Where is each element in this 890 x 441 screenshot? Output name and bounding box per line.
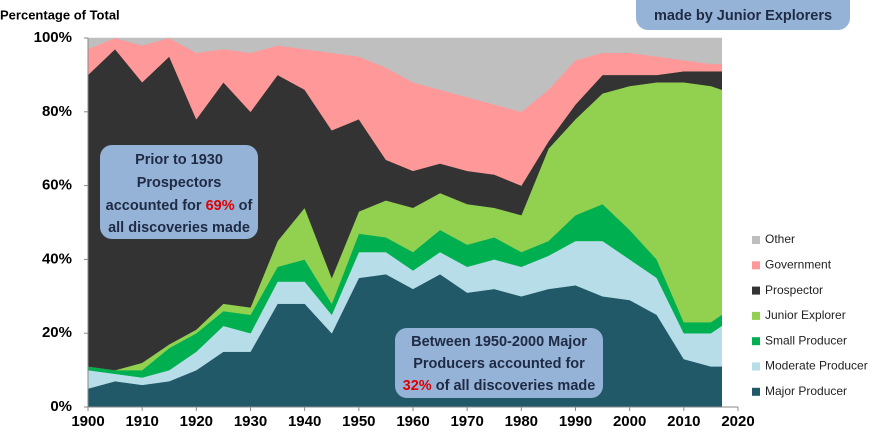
x-tick-label: 1970 — [450, 413, 483, 430]
x-tick-label: 2000 — [613, 413, 646, 430]
y-tick-label: 80% — [42, 103, 72, 120]
x-tick-label: 2020 — [721, 413, 754, 430]
legend-swatch — [752, 286, 760, 295]
legend-swatch — [752, 236, 760, 244]
text: made by Junior Explorers — [654, 8, 832, 24]
annotation-line: Prospectors — [137, 175, 222, 191]
box — [636, 0, 850, 30]
highlight: 69% — [206, 198, 235, 214]
x-tick-label: 1930 — [234, 413, 267, 430]
legend-label: Moderate Producer — [765, 359, 868, 373]
y-tick-label: 0% — [50, 398, 72, 415]
legend-label: Other — [765, 232, 795, 246]
x-tick-label: 2010 — [667, 413, 700, 430]
annotation-line: Producers accounted for — [413, 356, 585, 372]
text: all discoveries made — [108, 220, 250, 236]
legend: Major Producer Moderate Producer Small Pro… — [752, 232, 868, 398]
legend-label: Small Producer — [765, 333, 847, 347]
annotation-line: all discoveries made — [108, 220, 250, 236]
annotation-box: Between 1950-2000 Major Producers accoun… — [395, 328, 603, 398]
x-tick-label: 1940 — [288, 413, 321, 430]
legend-label: Government — [765, 257, 832, 271]
annotation-line: Prior to 1930 — [135, 152, 223, 168]
text: Prior to 1930 — [135, 152, 223, 168]
area — [87, 37, 722, 113]
legend-label: Junior Explorer — [765, 308, 846, 322]
y-tick-label: 100% — [34, 29, 72, 46]
highlight: 32% — [403, 378, 432, 394]
y-tick-label: 60% — [42, 177, 72, 194]
text: of — [235, 198, 253, 214]
text: Between 1950-2000 Major — [411, 334, 587, 350]
annotation-line: Between 1950-2000 Major — [411, 334, 587, 350]
annotation-box: made by Junior Explorers — [636, 0, 850, 30]
annotation-box: Prior to 1930 Prospectors accounted for … — [100, 145, 258, 239]
x-tick-label: 1920 — [180, 413, 213, 430]
text: of all discoveries made — [432, 378, 596, 394]
legend-swatch — [752, 337, 760, 346]
text: Producers accounted for — [413, 356, 585, 372]
axes: 0% 20% 40% 60% 80% 100% 1900 1910 1920 1930 1940 19… — [34, 29, 755, 430]
legend-swatch — [752, 261, 760, 270]
text: accounted for — [106, 198, 206, 214]
legend-label: Prospector — [765, 283, 823, 297]
y-axis-label: Percentage of Total — [0, 7, 120, 22]
annotation-line: accounted for 69% of — [106, 198, 253, 214]
y-tick-label: 20% — [42, 324, 72, 341]
y-tick-label: 40% — [42, 250, 72, 267]
annotation-line: 32% of all discoveries made — [403, 378, 596, 394]
legend-swatch — [752, 387, 760, 396]
x-tick-label: 1990 — [559, 413, 592, 430]
x-tick-label: 1910 — [125, 413, 158, 430]
text: Prospectors — [137, 175, 222, 191]
x-tick-label: 1980 — [505, 413, 538, 430]
x-tick-label: 1960 — [396, 413, 429, 430]
box — [100, 145, 258, 239]
box — [395, 328, 603, 398]
legend-label: Major Producer — [765, 384, 847, 398]
x-tick-label: 1950 — [342, 413, 375, 430]
legend-swatch — [752, 311, 760, 320]
x-tick-label: 1900 — [71, 413, 104, 430]
legend-swatch — [752, 362, 760, 371]
annotation-line: made by Junior Explorers — [654, 8, 832, 24]
